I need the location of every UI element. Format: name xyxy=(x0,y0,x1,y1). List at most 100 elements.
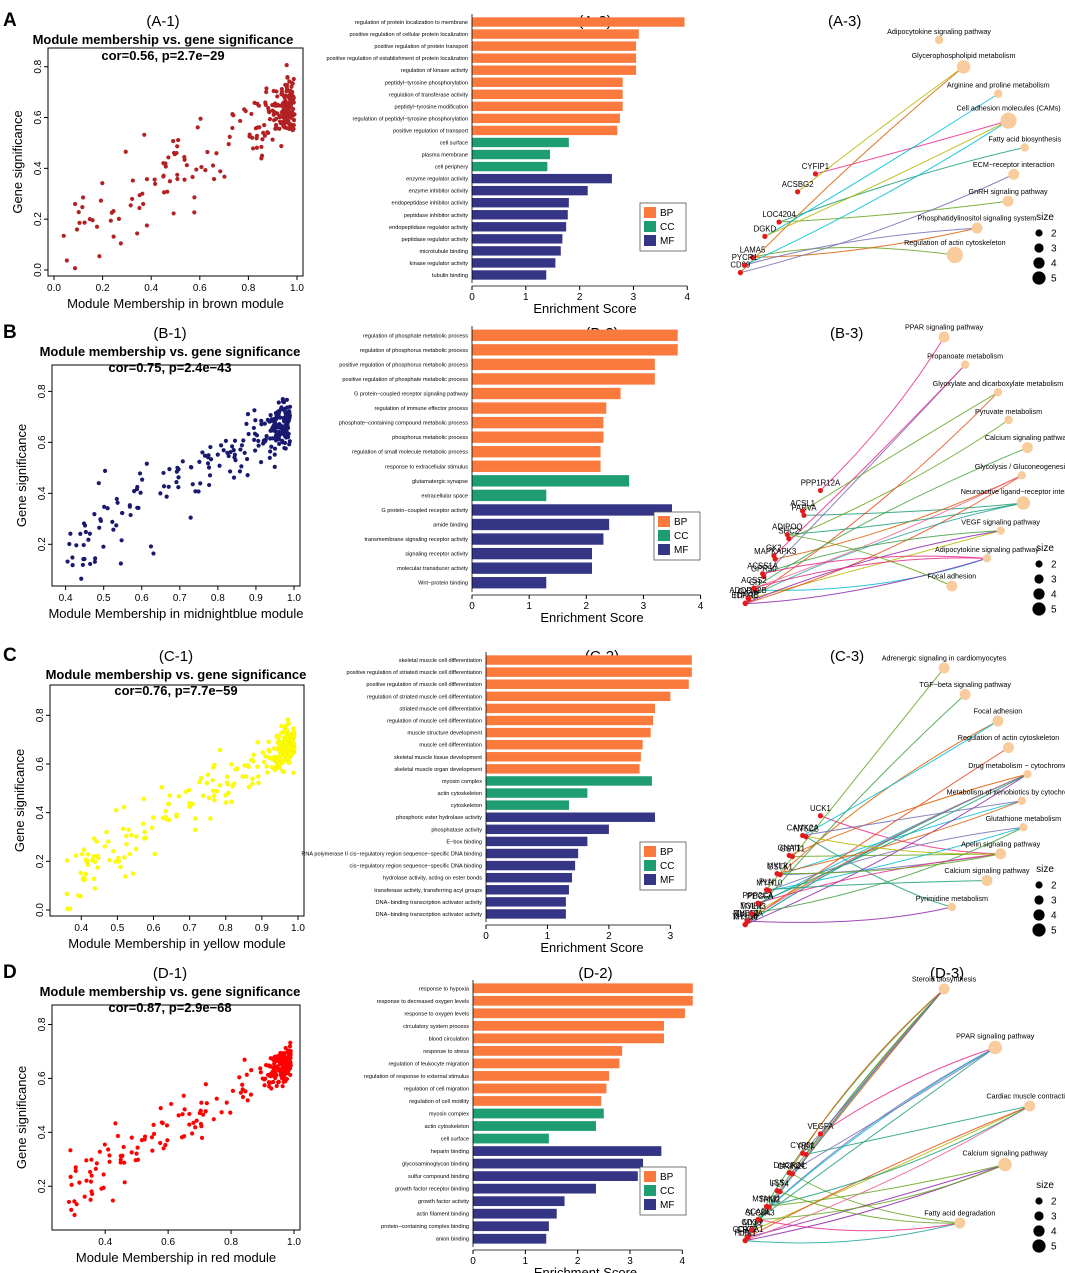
network-edge xyxy=(751,826,1024,915)
scatter-title: Module membership vs. gene significance xyxy=(46,667,307,682)
scatter-point xyxy=(262,123,267,128)
scatter-point xyxy=(70,555,75,560)
scatter-point xyxy=(244,456,250,462)
scatter-point xyxy=(211,1117,216,1122)
scatter-point xyxy=(107,1159,112,1164)
bar-category-label: plasma membrane xyxy=(422,153,468,159)
scatter-point xyxy=(271,118,277,123)
scatter-point xyxy=(74,543,79,548)
bar-category-label: regulation of peptidyl−tyrosine phosphor… xyxy=(352,116,468,122)
network-edge xyxy=(753,474,1022,589)
scatter-point xyxy=(198,1121,204,1127)
bar-bp xyxy=(472,77,623,87)
pathway-node xyxy=(1017,471,1026,480)
scatter-point xyxy=(240,1094,246,1100)
bar-category-label: protein−containing complex binding xyxy=(381,1224,469,1230)
scatter-point xyxy=(214,1096,219,1101)
pathway-label: Adipocytokine signaling pathway xyxy=(887,27,991,36)
pathway-label: Regulation of actin cytoskeleton xyxy=(904,238,1006,247)
scatter-point xyxy=(291,106,296,112)
bar-mf xyxy=(472,258,556,268)
bar-bp xyxy=(473,1083,607,1094)
bar-category-label: endopeptidase regulator activity xyxy=(389,225,468,231)
panel-label: (D-3) xyxy=(930,965,964,982)
pathway-node xyxy=(1021,442,1033,454)
network-edge xyxy=(747,747,1009,922)
bar-category-label: regulation of protein localization to me… xyxy=(355,20,468,26)
scatter-point xyxy=(268,413,273,418)
network-edge xyxy=(745,1222,960,1244)
gene-node xyxy=(817,1131,824,1137)
network-edge xyxy=(748,391,999,600)
scatter-point xyxy=(286,418,291,423)
pathway-label: Fatty acid biosynthesis xyxy=(988,134,1061,143)
scatter-point xyxy=(161,1146,166,1151)
x-tick-label: 0.8 xyxy=(224,1237,238,1248)
bar-category-label: regulation of cell motility xyxy=(409,1099,469,1105)
pathway-label: PPAR signaling pathway xyxy=(956,1032,1035,1041)
bar-category-label: endopeptidase inhibitor activity xyxy=(392,201,469,207)
scatter-point xyxy=(148,544,154,549)
scatter-point xyxy=(269,444,274,449)
scatter-point xyxy=(118,1157,123,1162)
network-edge xyxy=(747,502,1024,599)
scatter-point xyxy=(120,510,125,516)
scatter-point xyxy=(280,760,285,766)
size-legend-dot xyxy=(1032,271,1046,285)
scatter-plot-d: (D-1) Module membership vs. gene signific… xyxy=(14,965,301,1265)
scatter-point xyxy=(277,441,282,446)
scatter-point xyxy=(269,765,275,770)
pathway-label: Apelin signaling pathway xyxy=(961,839,1041,848)
scatter-point xyxy=(285,94,290,99)
scatter-point xyxy=(291,100,296,105)
scatter-point xyxy=(134,834,139,839)
x-tick-label: 1 xyxy=(523,1256,529,1267)
x-tick-label: 0.6 xyxy=(147,923,161,934)
bar-mf xyxy=(473,1183,596,1194)
scatter-point xyxy=(230,444,235,449)
scatter-point xyxy=(198,775,204,781)
size-legend-dot xyxy=(1035,229,1043,237)
scatter-point xyxy=(280,440,286,445)
scatter-point xyxy=(273,1075,278,1081)
scatter-point xyxy=(165,801,171,807)
scatter-point xyxy=(163,809,169,814)
pathway-label: Glycerophospholipid metabolism xyxy=(912,51,1016,60)
scatter-point xyxy=(82,556,87,562)
legend-label: CC xyxy=(674,531,688,542)
gene-label: ACSBG2 xyxy=(782,180,814,189)
scatter-point xyxy=(77,1180,82,1185)
bar-cc xyxy=(472,149,551,160)
bar-bp xyxy=(472,29,639,39)
scatter-point xyxy=(89,1157,94,1162)
scatter-point xyxy=(261,130,266,135)
scatter-point xyxy=(133,846,139,852)
x-tick-label: 1.0 xyxy=(291,923,305,934)
scatter-point xyxy=(81,521,87,526)
scatter-point xyxy=(286,721,291,726)
gene-label: MYH10 xyxy=(756,879,783,888)
gene-label: ITPKC xyxy=(734,592,757,601)
bar-category-label: peptidase regulator activity xyxy=(401,237,468,243)
scatter-point xyxy=(79,576,84,581)
gene-node xyxy=(801,512,807,518)
network-edge xyxy=(802,720,999,836)
bar-chart-b: (B-2)regulation of phosphate metabolic p… xyxy=(339,325,704,625)
network-edge xyxy=(815,120,1009,175)
scatter-point xyxy=(104,829,109,835)
scatter-point xyxy=(199,164,204,170)
scatter-point xyxy=(182,157,187,162)
bar-category-label: cytoskeleton xyxy=(451,803,482,809)
scatter-point xyxy=(199,1100,204,1105)
network-edge xyxy=(752,1105,1030,1231)
scatter-point xyxy=(77,220,82,225)
scatter-point xyxy=(237,469,243,474)
legend-label: BP xyxy=(660,1172,674,1183)
x-tick-label: 4 xyxy=(680,1256,686,1267)
network-edge xyxy=(788,773,1028,856)
scatter-point xyxy=(183,789,189,795)
scatter-point xyxy=(282,106,287,111)
pathway-label: Cell adhesion molecules (CAMs) xyxy=(956,104,1060,113)
x-tick-label: 0.4 xyxy=(59,593,73,604)
network-edge xyxy=(740,66,964,273)
